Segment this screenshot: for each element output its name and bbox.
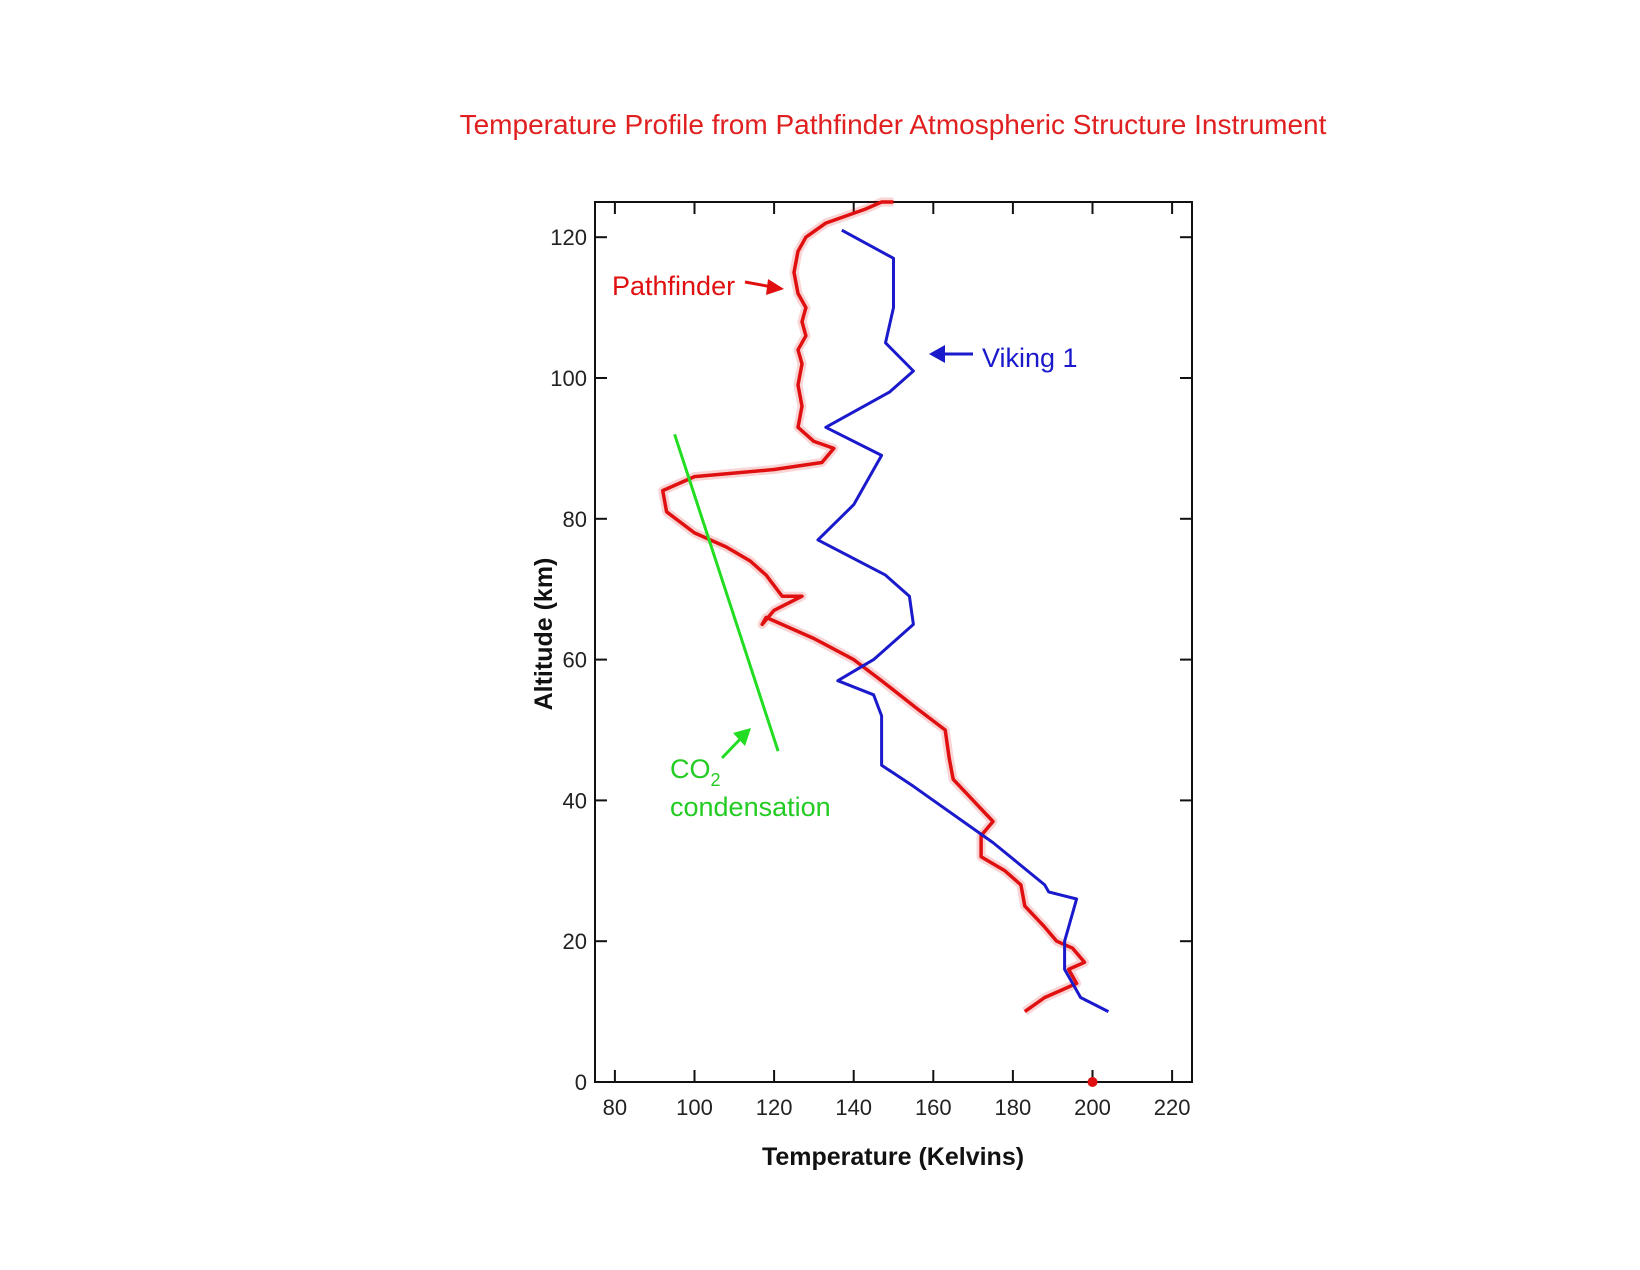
chart-title: Temperature Profile from Pathfinder Atmo… xyxy=(460,109,1327,140)
y-tick-label: 120 xyxy=(550,225,587,250)
y-axis-ticks: 0 20 40 60 80 100 120 xyxy=(550,225,1192,1095)
x-tick-label: 120 xyxy=(756,1095,793,1120)
co2-condensation-line xyxy=(673,433,780,752)
x-tick-label: 200 xyxy=(1074,1095,1111,1120)
x-tick-label: 180 xyxy=(995,1095,1032,1120)
x-tick-label: 100 xyxy=(676,1095,713,1120)
viking-1-line xyxy=(816,228,1110,1013)
viking-arrow xyxy=(929,345,973,363)
co2-label-main: CO xyxy=(670,754,711,784)
x-axis-title: Temperature (Kelvins) xyxy=(762,1143,1024,1171)
viking-label: Viking 1 xyxy=(982,343,1078,373)
pathfinder-arrow xyxy=(744,279,784,295)
pathfinder-line xyxy=(660,200,1087,1014)
x-tick-label: 220 xyxy=(1154,1095,1191,1120)
pathfinder-label: Pathfinder xyxy=(612,271,735,301)
surface-point xyxy=(1087,1077,1098,1087)
x-axis-ticks: 80 100 120 140 160 180 200 220 xyxy=(603,202,1191,1120)
x-tick-label: 160 xyxy=(915,1095,952,1120)
y-tick-label: 40 xyxy=(563,788,587,813)
x-tick-label: 80 xyxy=(603,1095,627,1120)
y-tick-label: 100 xyxy=(550,366,587,391)
points-layer xyxy=(1087,1077,1098,1087)
co2-arrow xyxy=(720,728,751,760)
y-tick-label: 80 xyxy=(563,507,587,532)
x-tick-label: 140 xyxy=(835,1095,872,1120)
y-tick-label: 60 xyxy=(563,648,587,673)
y-tick-label: 20 xyxy=(563,929,587,954)
co2-label-subscript: 2 xyxy=(711,770,721,790)
condensation-label: condensation xyxy=(670,792,831,822)
y-tick-label: 0 xyxy=(575,1070,587,1095)
y-axis-title: Altitude (km) xyxy=(530,558,558,711)
series-layer xyxy=(658,197,1110,1016)
co2-label: CO2 xyxy=(670,754,721,790)
